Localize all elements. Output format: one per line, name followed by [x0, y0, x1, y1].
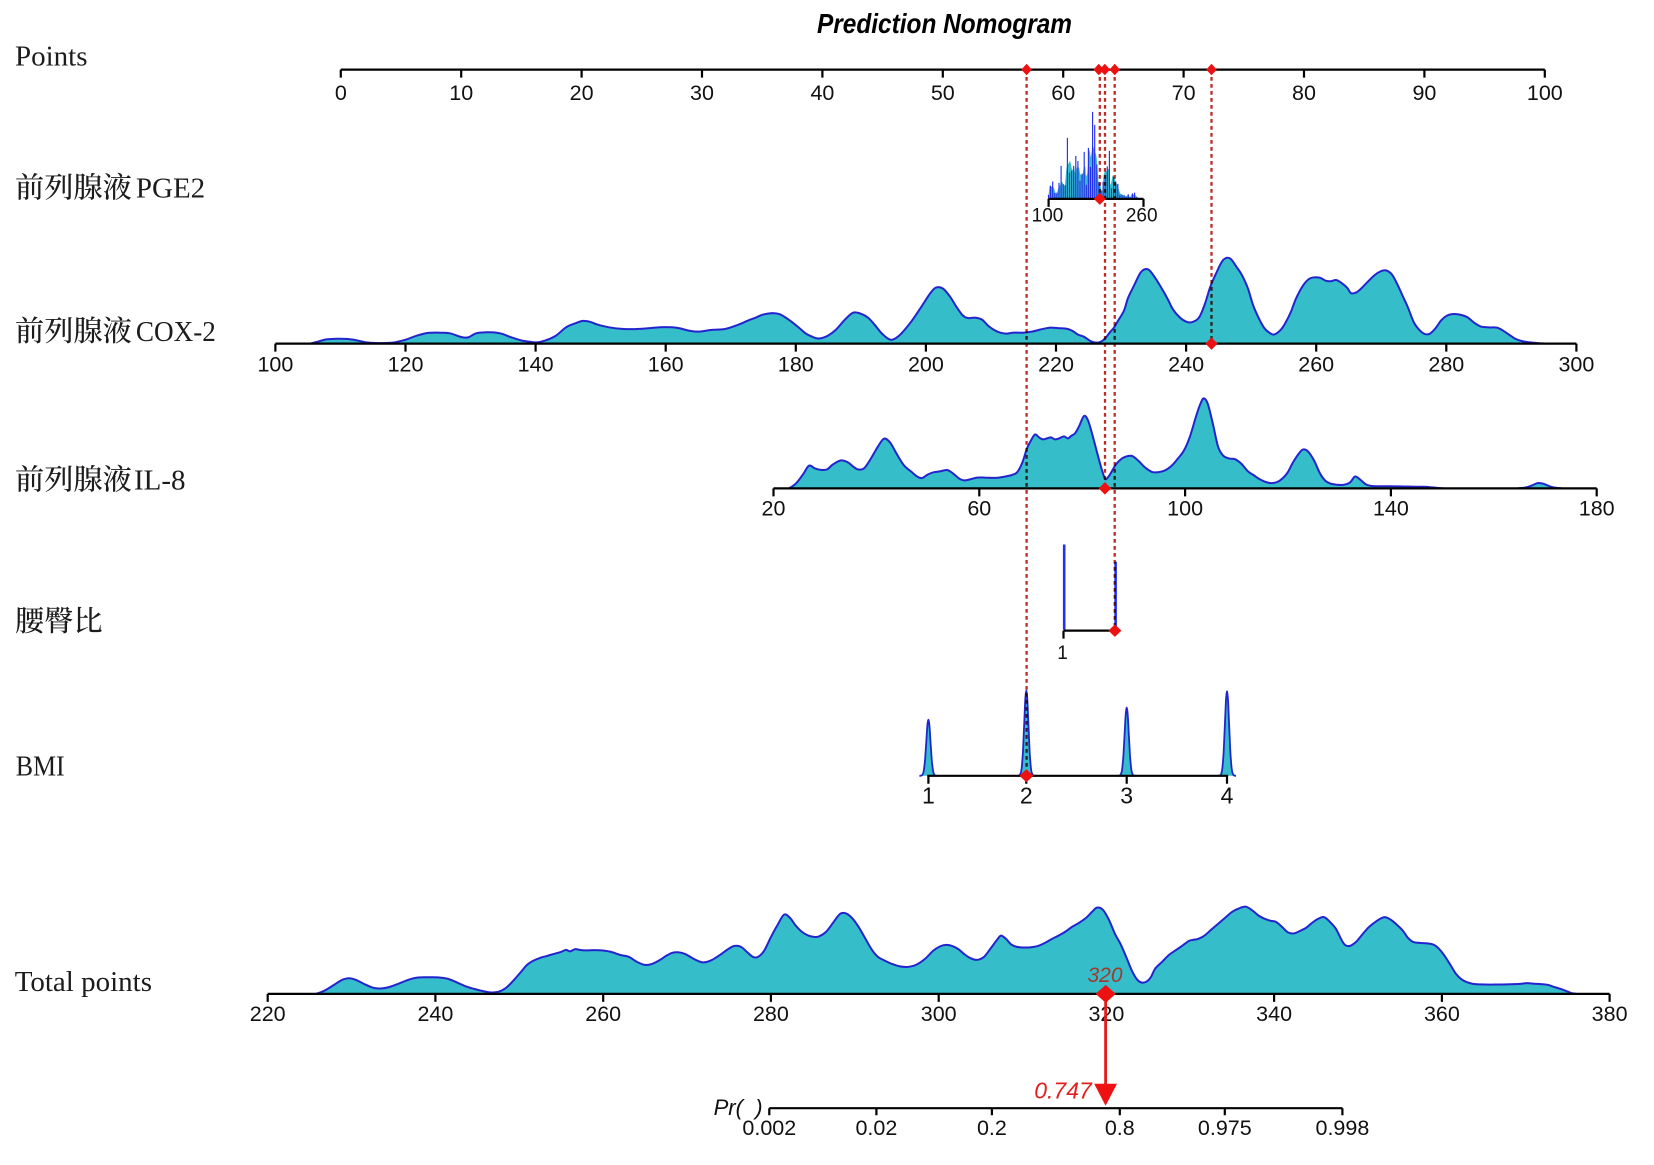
svg-text:260: 260 — [1126, 206, 1158, 227]
svg-text:100: 100 — [1527, 81, 1563, 105]
svg-text:120: 120 — [388, 353, 424, 377]
svg-text:180: 180 — [778, 353, 814, 377]
svg-text:280: 280 — [1428, 353, 1464, 377]
svg-text:300: 300 — [921, 1002, 957, 1026]
svg-text:COX-2: COX-2 — [136, 316, 216, 348]
svg-text:380: 380 — [1592, 1002, 1628, 1026]
svg-text:180: 180 — [1579, 497, 1615, 521]
svg-text:IL-8: IL-8 — [134, 465, 186, 497]
svg-text:4: 4 — [1221, 783, 1234, 809]
svg-text:2: 2 — [1020, 783, 1033, 809]
svg-text:280: 280 — [753, 1002, 789, 1026]
svg-text:160: 160 — [648, 353, 684, 377]
svg-text:0.002: 0.002 — [742, 1116, 796, 1140]
svg-text:1: 1 — [922, 783, 935, 809]
svg-text:50: 50 — [931, 81, 955, 105]
svg-text:140: 140 — [518, 353, 554, 377]
svg-text:10: 10 — [449, 81, 473, 105]
svg-text:20: 20 — [570, 81, 594, 105]
svg-text:260: 260 — [1298, 353, 1334, 377]
svg-text:3: 3 — [1120, 783, 1133, 809]
svg-text:340: 340 — [1256, 1002, 1292, 1026]
svg-text:300: 300 — [1558, 353, 1594, 377]
svg-text:30: 30 — [690, 81, 714, 105]
svg-text:0.747: 0.747 — [1034, 1077, 1093, 1103]
svg-text:0: 0 — [335, 81, 347, 105]
svg-text:0.02: 0.02 — [855, 1116, 897, 1140]
svg-text:0.975: 0.975 — [1198, 1116, 1252, 1140]
svg-text:240: 240 — [417, 1002, 453, 1026]
svg-text:90: 90 — [1412, 81, 1436, 105]
svg-text:70: 70 — [1172, 81, 1196, 105]
svg-text:320: 320 — [1087, 964, 1122, 987]
svg-text:Total points: Total points — [15, 966, 152, 998]
svg-text:220: 220 — [250, 1002, 286, 1026]
svg-text:100: 100 — [1032, 206, 1064, 227]
svg-text:0.998: 0.998 — [1315, 1116, 1369, 1140]
svg-text:60: 60 — [1051, 81, 1075, 105]
svg-text:Points: Points — [15, 41, 88, 73]
svg-text:220: 220 — [1038, 353, 1074, 377]
svg-text:100: 100 — [257, 353, 293, 377]
svg-text:0.2: 0.2 — [977, 1116, 1007, 1140]
svg-text:200: 200 — [908, 353, 944, 377]
svg-text:360: 360 — [1424, 1002, 1460, 1026]
svg-text:40: 40 — [810, 81, 834, 105]
svg-text:260: 260 — [585, 1002, 621, 1026]
svg-text:100: 100 — [1167, 497, 1203, 521]
svg-text:80: 80 — [1292, 81, 1316, 105]
svg-text:240: 240 — [1168, 353, 1204, 377]
svg-text:0.8: 0.8 — [1105, 1116, 1135, 1140]
svg-text:Prediction Nomogram: Prediction Nomogram — [817, 8, 1072, 39]
svg-text:Pr( ): Pr( ) — [714, 1095, 763, 1120]
svg-text:PGE2: PGE2 — [136, 173, 205, 205]
svg-text:60: 60 — [967, 497, 991, 521]
svg-text:1: 1 — [1057, 643, 1068, 664]
svg-text:20: 20 — [762, 497, 786, 521]
svg-text:140: 140 — [1373, 497, 1409, 521]
svg-text:BMI: BMI — [16, 751, 65, 783]
